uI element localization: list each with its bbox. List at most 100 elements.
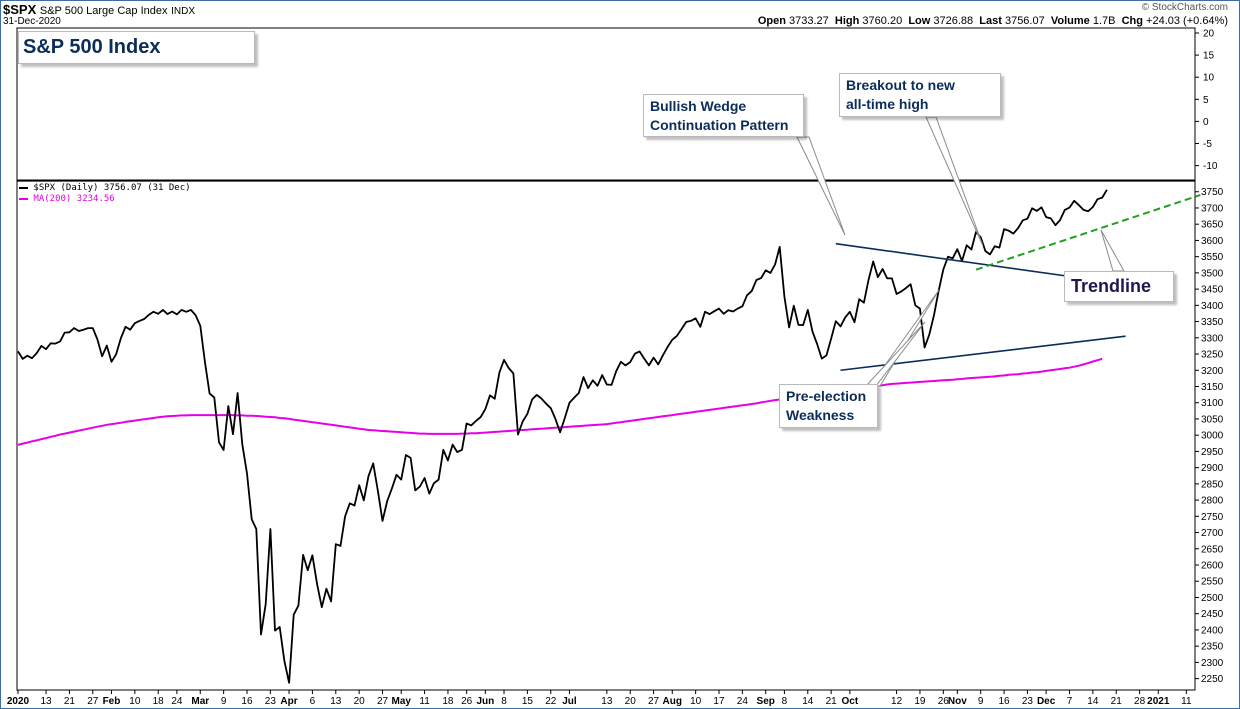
legend-price-swatch (19, 186, 28, 189)
y-tick-label: 2500 (1201, 593, 1224, 604)
x-tick-label: 16 (241, 696, 253, 707)
x-tick-label: 14 (802, 696, 814, 707)
pre-election-line2: Weakness (786, 407, 855, 423)
x-tick-label: Sep (757, 696, 775, 707)
x-tick-label: Nov (948, 696, 967, 707)
x-tick-label: 27 (87, 696, 99, 707)
stockcharts-credit: © StockCharts.com (1141, 2, 1228, 13)
x-tick-label: 9 (221, 696, 227, 707)
x-tick-label: 13 (330, 696, 342, 707)
y-tick-label: 3750 (1201, 187, 1224, 198)
x-tick-label: 15 (522, 696, 534, 707)
legend-ma-swatch (19, 197, 28, 200)
x-tick-label: 11 (1181, 696, 1192, 707)
upper-tick-label: 5 (1203, 95, 1209, 106)
wedge-callout: Bullish Wedge Continuation Pattern (643, 94, 804, 137)
trendline-label: Trendline (1071, 276, 1152, 296)
x-tick-label: 8 (782, 696, 788, 707)
y-tick-label: 2700 (1201, 528, 1224, 539)
wedge-callout-line1: Bullish Wedge (650, 98, 747, 114)
index-name: S&P 500 Large Cap Index (39, 5, 168, 17)
y-tick-label: 3650 (1201, 220, 1224, 231)
last-label: Last (979, 15, 1002, 27)
y-tick-label: 3500 (1201, 268, 1224, 279)
x-tick-label: 27 (377, 696, 389, 707)
x-tick-label: 8 (501, 696, 507, 707)
y-tick-label: 3100 (1201, 398, 1224, 409)
price-panel (16, 180, 1196, 691)
x-tick-label: 26 (461, 696, 473, 707)
breakout-callout: Breakout to new all-time high (839, 73, 1001, 117)
symbol: $SPX (3, 2, 37, 17)
x-tick-label: 2021 (1147, 696, 1170, 707)
y-tick-label: 2900 (1201, 463, 1224, 474)
y-tick-label: 3600 (1201, 236, 1224, 247)
x-tick-label: 18 (153, 696, 165, 707)
x-tick-label: Jun (476, 696, 494, 707)
x-tick-label: 10 (129, 696, 141, 707)
x-tick-label: 13 (601, 696, 613, 707)
y-tick-label: 3550 (1201, 252, 1224, 263)
legend-price-label: $SPX (Daily) 3756.07 (31 Dec) (33, 183, 191, 193)
breakout-pointer (925, 116, 984, 247)
wedge-pointer (796, 136, 846, 236)
y-tick-label: 2800 (1201, 496, 1224, 507)
x-tick-label: Oct (842, 696, 859, 707)
y-tick-label: 2250 (1201, 674, 1224, 685)
x-tick-label: Apr (280, 696, 297, 707)
y-tick-label: 3350 (1201, 317, 1224, 328)
callout-pointers (796, 116, 1125, 387)
x-tick-label: 14 (1087, 696, 1099, 707)
x-tick-label: Feb (103, 696, 121, 707)
x-tick-label: 21 (826, 696, 838, 707)
x-tick-label: 21 (64, 696, 76, 707)
legend-ma: MA(200) 3234.56 (19, 194, 115, 204)
last-value: 3756.07 (1004, 15, 1045, 27)
x-tick-label: 10 (690, 696, 702, 707)
breakout-callout-line2: all-time high (846, 96, 929, 112)
x-tick-label: Dec (1037, 696, 1056, 707)
y-tick-label: 3250 (1201, 350, 1224, 361)
chg-value: +24.03 (+0.64%) (1146, 15, 1228, 27)
upper-tick-label: -5 (1203, 139, 1212, 150)
y-tick-label: 2600 (1201, 561, 1224, 572)
y-tick-label: 3400 (1201, 301, 1224, 312)
legend-price: $SPX (Daily) 3756.07 (31 Dec) (19, 183, 191, 193)
x-tick-label: 16 (999, 696, 1011, 707)
x-tick-label: 7 (1067, 696, 1073, 707)
open-value: 3733.27 (789, 15, 829, 27)
x-tick-label: 22 (545, 696, 557, 707)
x-tick-label: 24 (737, 696, 749, 707)
y-tick-label: 2300 (1201, 658, 1224, 669)
high-label: High (834, 15, 860, 27)
y-tick-label: 3150 (1201, 382, 1224, 393)
x-tick-label: 9 (978, 696, 984, 707)
x-tick-label: 12 (891, 696, 903, 707)
legend-ma-label: MA(200) 3234.56 (33, 194, 115, 204)
x-tick-label: 17 (713, 696, 725, 707)
wedge-callout-line2: Continuation Pattern (650, 117, 789, 133)
y-tick-label: 2450 (1201, 609, 1224, 620)
y-tick-label: 2350 (1201, 642, 1224, 653)
x-tick-label: Jul (562, 696, 577, 707)
trendline-callout: Trendline (1064, 271, 1174, 302)
x-tick-label: 24 (171, 696, 183, 707)
x-tick-label: 21 (1111, 696, 1123, 707)
header-title: $SPX S&P 500 Large Cap Index INDX (3, 2, 195, 17)
chart-title: S&P 500 Index (23, 36, 161, 58)
y-tick-label: 2550 (1201, 577, 1224, 588)
x-tick-label: 20 (354, 696, 366, 707)
low-label: Low (908, 15, 931, 27)
header-date: 31-Dec-2020 (3, 16, 61, 27)
x-tick-label: 23 (1022, 696, 1034, 707)
pre-election-line1: Pre-election (786, 388, 867, 404)
upper-tick-label: 15 (1203, 51, 1215, 62)
x-tick-label: 13 (40, 696, 52, 707)
x-tick-label: 2020 (7, 696, 30, 707)
x-tick-label: 19 (914, 696, 926, 707)
ohlc-readout: Open 3733.27 High 3760.20 Low 3726.88 La… (758, 15, 1228, 27)
x-tick-label: 27 (648, 696, 660, 707)
upper-tick-label: -10 (1203, 161, 1218, 172)
upper-tick-label: 20 (1203, 29, 1215, 40)
y-tick-label: 3450 (1201, 285, 1224, 296)
